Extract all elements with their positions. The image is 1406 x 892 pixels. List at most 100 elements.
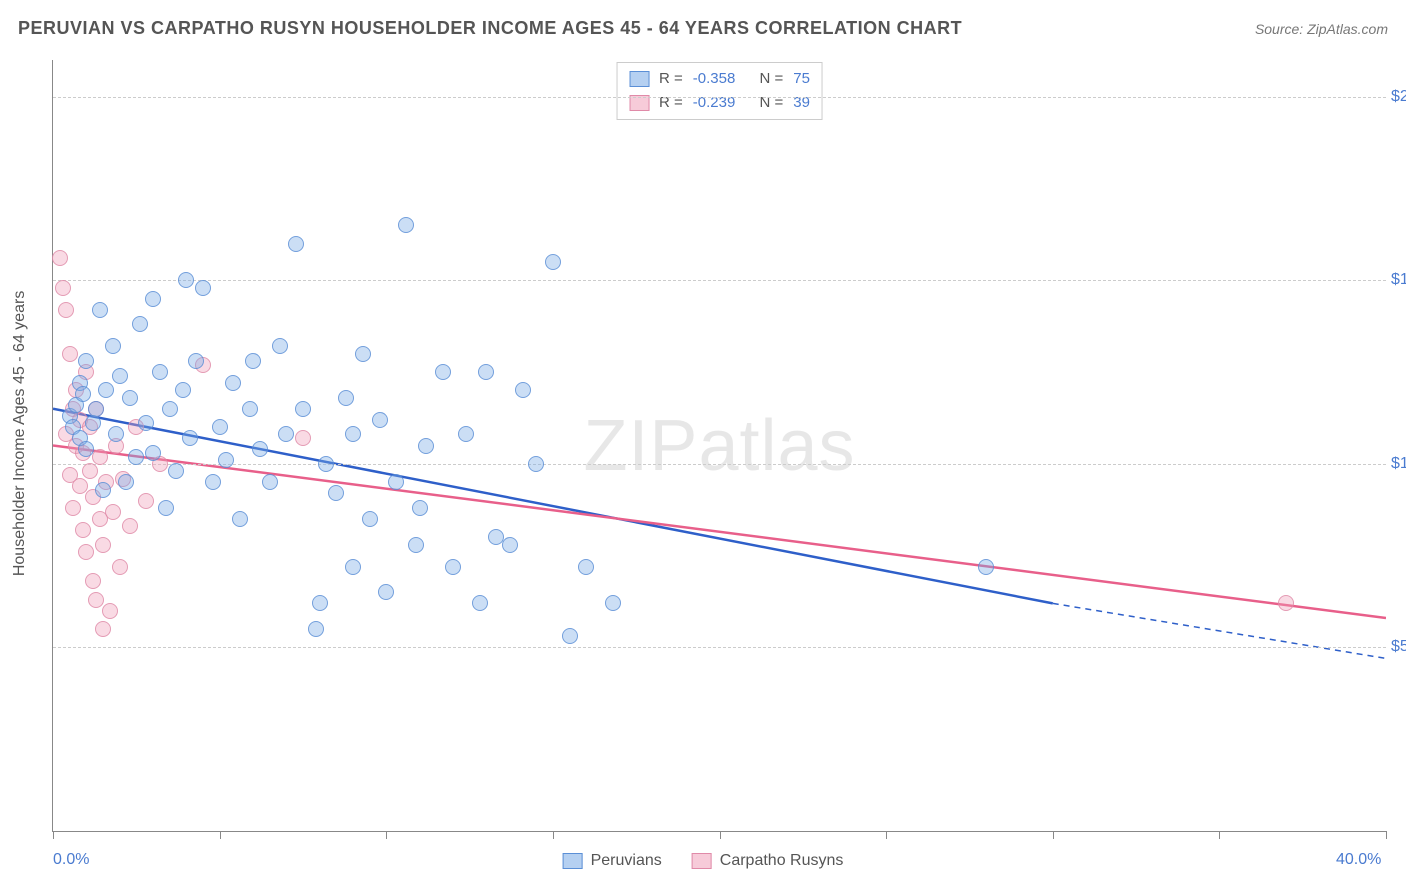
scatter-point	[92, 302, 108, 318]
scatter-point	[75, 522, 91, 538]
stats-row-b: R = -0.239 N = 39	[629, 91, 810, 115]
scatter-point	[295, 401, 311, 417]
scatter-point	[128, 449, 144, 465]
scatter-point	[502, 537, 518, 553]
gridline	[53, 280, 1386, 281]
scatter-point	[58, 302, 74, 318]
x-tick	[553, 831, 554, 839]
scatter-point	[378, 584, 394, 600]
scatter-point	[605, 595, 621, 611]
gridline	[53, 464, 1386, 465]
scatter-point	[515, 382, 531, 398]
scatter-point	[62, 346, 78, 362]
scatter-point	[178, 272, 194, 288]
legend-item-b: Carpatho Rusyns	[692, 852, 844, 870]
scatter-point	[168, 463, 184, 479]
scatter-point	[232, 511, 248, 527]
scatter-point	[445, 559, 461, 575]
scatter-point	[272, 338, 288, 354]
scatter-point	[562, 628, 578, 644]
source-label: Source: ZipAtlas.com	[1255, 21, 1388, 37]
scatter-point	[88, 592, 104, 608]
scatter-point	[188, 353, 204, 369]
scatter-point	[78, 441, 94, 457]
y-tick-label: $50,000	[1391, 638, 1406, 656]
scatter-point	[152, 364, 168, 380]
scatter-point	[52, 250, 68, 266]
scatter-point	[218, 452, 234, 468]
scatter-point	[978, 559, 994, 575]
scatter-point	[388, 474, 404, 490]
scatter-point	[85, 415, 101, 431]
gridline	[53, 97, 1386, 98]
scatter-point	[122, 390, 138, 406]
x-tick	[1386, 831, 1387, 839]
swatch-b-icon	[692, 853, 712, 869]
scatter-point	[308, 621, 324, 637]
scatter-point	[338, 390, 354, 406]
scatter-point	[408, 537, 424, 553]
scatter-point	[88, 401, 104, 417]
scatter-point	[138, 493, 154, 509]
scatter-point	[82, 463, 98, 479]
scatter-point	[138, 415, 154, 431]
scatter-point	[145, 445, 161, 461]
scatter-point	[362, 511, 378, 527]
scatter-point	[245, 353, 261, 369]
y-tick-label: $150,000	[1391, 271, 1406, 289]
scatter-point	[472, 595, 488, 611]
gridline	[53, 647, 1386, 648]
scatter-point	[65, 500, 81, 516]
scatter-point	[105, 338, 121, 354]
r-label: R =	[659, 67, 683, 91]
n-value-a: 75	[793, 67, 810, 91]
scatter-point	[278, 426, 294, 442]
scatter-point	[545, 254, 561, 270]
r-value-b: -0.239	[693, 91, 736, 115]
scatter-point	[295, 430, 311, 446]
swatch-a-icon	[629, 71, 649, 87]
scatter-point	[345, 426, 361, 442]
scatter-point	[95, 621, 111, 637]
scatter-point	[95, 482, 111, 498]
scatter-point	[205, 474, 221, 490]
scatter-point	[145, 291, 161, 307]
scatter-point	[95, 537, 111, 553]
scatter-point	[132, 316, 148, 332]
x-tick-label: 0.0%	[53, 851, 89, 869]
scatter-point	[122, 518, 138, 534]
scatter-point	[398, 217, 414, 233]
scatter-point	[98, 382, 114, 398]
scatter-point	[328, 485, 344, 501]
x-tick	[1053, 831, 1054, 839]
scatter-point	[478, 364, 494, 380]
scatter-point	[112, 559, 128, 575]
r-value-a: -0.358	[693, 67, 736, 91]
legend-label-b: Carpatho Rusyns	[720, 852, 844, 870]
n-label: N =	[760, 91, 784, 115]
scatter-point	[418, 438, 434, 454]
scatter-point	[105, 504, 121, 520]
scatter-point	[242, 401, 258, 417]
stats-legend: R = -0.358 N = 75 R = -0.239 N = 39	[616, 62, 823, 120]
scatter-point	[435, 364, 451, 380]
scatter-point	[182, 430, 198, 446]
x-tick	[720, 831, 721, 839]
x-tick	[1219, 831, 1220, 839]
scatter-point	[212, 419, 228, 435]
scatter-point	[78, 544, 94, 560]
stats-row-a: R = -0.358 N = 75	[629, 67, 810, 91]
y-tick-label: $100,000	[1391, 455, 1406, 473]
scatter-point	[78, 353, 94, 369]
scatter-point	[225, 375, 241, 391]
scatter-point	[355, 346, 371, 362]
chart-title: PERUVIAN VS CARPATHO RUSYN HOUSEHOLDER I…	[18, 18, 962, 39]
scatter-point	[108, 426, 124, 442]
scatter-point	[288, 236, 304, 252]
scatter-point	[318, 456, 334, 472]
watermark-bold: ZIP	[583, 406, 698, 486]
x-tick	[53, 831, 54, 839]
scatter-point	[252, 441, 268, 457]
x-tick	[886, 831, 887, 839]
scatter-point	[578, 559, 594, 575]
